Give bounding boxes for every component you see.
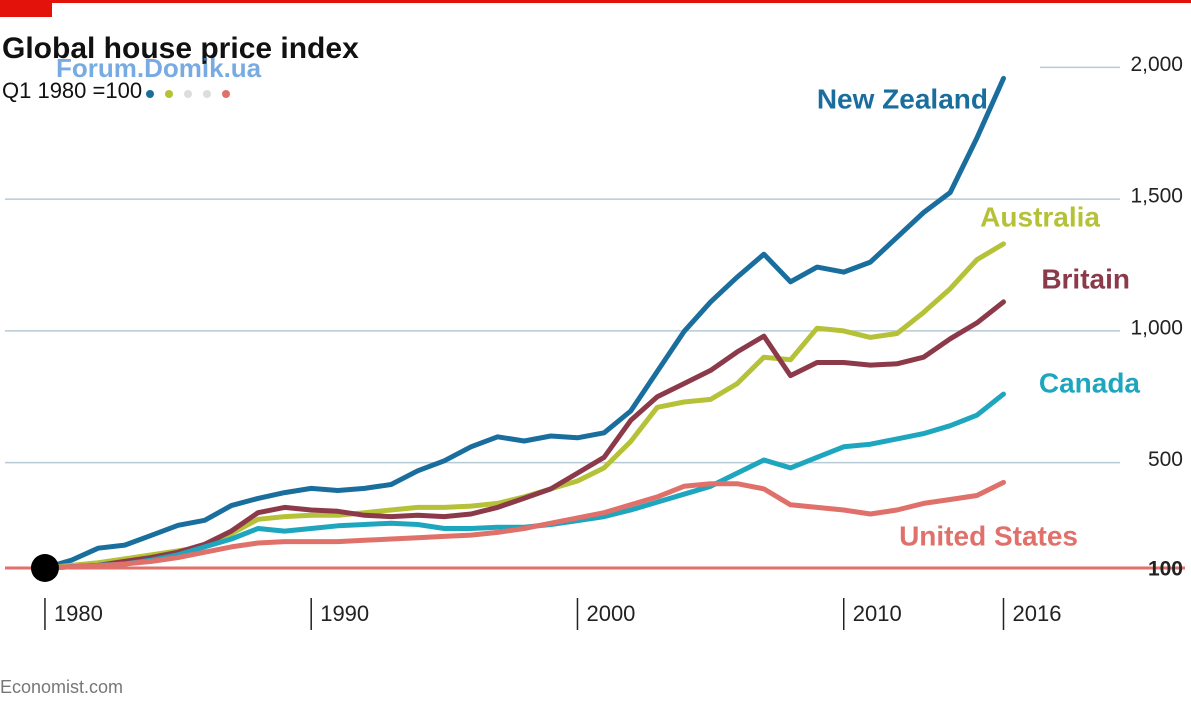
y-tick-label: 1,000: [1130, 316, 1183, 339]
series-label: United States: [899, 520, 1078, 551]
x-tick-label: 2000: [586, 601, 635, 626]
subtitle-dot: [165, 90, 173, 98]
y-tick-label: 2,000: [1130, 53, 1183, 76]
subtitle-dot: [146, 90, 154, 98]
series-label: New Zealand: [817, 83, 988, 114]
y-tick-label: 500: [1148, 448, 1183, 471]
x-tick-label: 1980: [54, 601, 103, 626]
series-line: [42, 391, 1006, 571]
watermark: Forum.Domik.ua: [56, 53, 262, 83]
x-tick-label: 2016: [1012, 601, 1061, 626]
series-label: Britain: [1041, 263, 1130, 294]
y-tick-label: 100: [1148, 558, 1183, 581]
series-label: Australia: [980, 201, 1100, 232]
subtitle-dot: [203, 90, 211, 98]
y-tick-label: 1,500: [1130, 185, 1183, 208]
series-line: [42, 241, 1006, 571]
x-tick-label: 2010: [853, 601, 902, 626]
chart-subtitle: Q1 1980 =100: [2, 78, 142, 103]
base-point: [30, 554, 59, 582]
source: Economist.com: [0, 677, 123, 697]
series-line: [42, 479, 1006, 571]
chart-title: Global house price index: [2, 32, 359, 65]
series-label: Canada: [1039, 367, 1141, 398]
subtitle-dot: [222, 90, 230, 98]
brand-bar: [0, 0, 52, 17]
x-tick-label: 1990: [320, 601, 369, 626]
subtitle-dot: [184, 90, 192, 98]
series-line: [42, 75, 1006, 571]
